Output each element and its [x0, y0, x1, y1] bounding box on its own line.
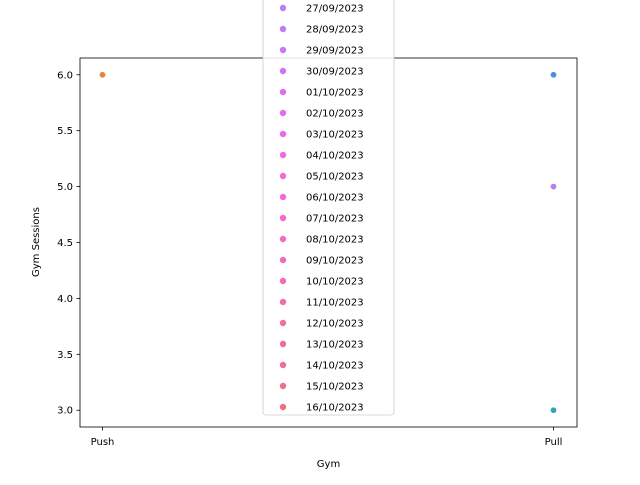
legend-marker	[279, 235, 287, 243]
legend-label: 02/10/2023	[306, 109, 364, 120]
y-tick-label: 5.0	[57, 182, 73, 193]
y-tick-label: 3.5	[57, 350, 73, 361]
legend-marker	[279, 319, 287, 327]
legend-label: 13/10/2023	[306, 340, 364, 351]
scatter-point	[99, 71, 107, 79]
legend-marker	[279, 88, 287, 96]
y-tick-label: 5.5	[57, 126, 73, 137]
legend-label: 15/10/2023	[306, 382, 364, 393]
legend-marker	[279, 214, 287, 222]
legend-label: 09/10/2023	[306, 256, 364, 267]
legend-marker	[279, 256, 287, 264]
legend-marker	[279, 67, 287, 75]
legend-marker	[279, 298, 287, 306]
legend-label: 30/09/2023	[306, 67, 364, 78]
legend-marker	[279, 109, 287, 117]
points-layer	[99, 71, 557, 414]
legend-marker	[279, 403, 287, 411]
x-axis-label: Gym	[317, 459, 340, 470]
legend-box	[262, 0, 395, 416]
legend-marker	[279, 151, 287, 159]
legend-marker	[279, 130, 287, 138]
legend-marker	[279, 46, 287, 54]
legend-label: 07/10/2023	[306, 214, 364, 225]
legend-label: 12/10/2023	[306, 319, 364, 330]
legend-marker	[279, 382, 287, 390]
legend-label: 10/10/2023	[306, 277, 364, 288]
x-tick-label: Pull	[545, 437, 563, 448]
legend-marker	[279, 361, 287, 369]
legend-marker	[279, 277, 287, 285]
legend-marker	[279, 172, 287, 180]
legend-label: 04/10/2023	[306, 151, 364, 162]
legend-label: 08/10/2023	[306, 235, 364, 246]
scatter-point	[549, 71, 557, 79]
legend-label: 29/09/2023	[306, 46, 364, 57]
scatter-point	[549, 183, 557, 191]
legend-label: 16/10/2023	[306, 403, 364, 414]
legend-label: 05/10/2023	[306, 172, 364, 183]
legend-label: 03/10/2023	[306, 130, 364, 141]
y-tick-label: 4.5	[57, 238, 73, 249]
y-tick-label: 4.0	[57, 294, 73, 305]
legend: 27/09/2023 28/09/2023 29/09/2023 30/09/2023…	[262, 0, 395, 416]
y-tick-label: 6.0	[57, 70, 73, 81]
legend-marker	[279, 193, 287, 201]
legend-label: 28/09/2023	[306, 25, 364, 36]
y-tick-label: 3.0	[57, 406, 73, 417]
legend-marker	[279, 25, 287, 33]
legend-label: 14/10/2023	[306, 361, 364, 372]
legend-label: 11/10/2023	[306, 298, 364, 309]
legend-marker	[279, 340, 287, 348]
legend-marker	[279, 4, 287, 12]
y-axis-label: Gym Sessions	[31, 207, 42, 277]
legend-label: 06/10/2023	[306, 193, 364, 204]
x-tick-label: Push	[91, 437, 115, 448]
legend-label: 01/10/2023	[306, 88, 364, 99]
scatter-point	[549, 406, 557, 414]
legend-label: 27/09/2023	[306, 4, 364, 15]
